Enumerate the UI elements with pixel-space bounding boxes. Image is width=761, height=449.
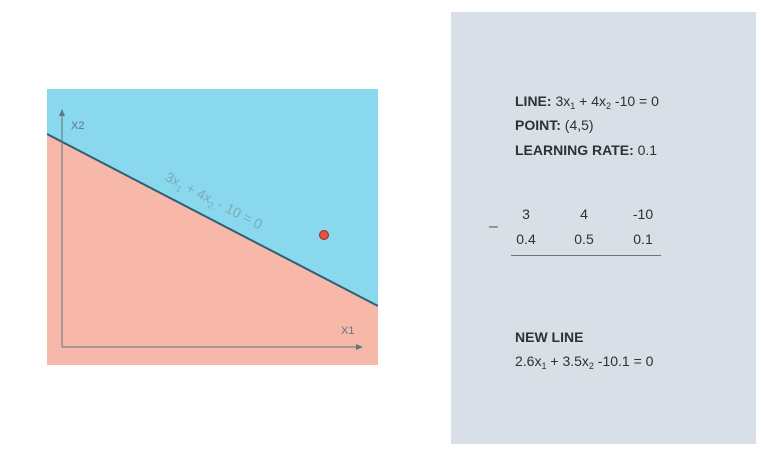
update-cell: 0.5: [574, 231, 594, 247]
x-axis-arrow: [356, 344, 363, 350]
point-row: POINT: (4,5): [515, 117, 594, 133]
coef-cell: 3: [522, 206, 530, 222]
new-line-title: NEW LINE: [515, 329, 584, 345]
learning-rate-row: LEARNING RATE: 0.1: [515, 142, 658, 158]
info-panel: LINE: 3x1 + 4x2 -10 = 0 POINT: (4,5) LEA…: [451, 12, 756, 444]
update-cell: 0.1: [633, 231, 653, 247]
coef-cell: -10: [632, 206, 654, 222]
point-marker: [319, 230, 329, 240]
coef-cell: 4: [580, 206, 588, 222]
boundary-line: [47, 133, 378, 307]
y-axis-label: X2: [71, 120, 84, 132]
update-cell: 0.4: [516, 231, 536, 247]
line-row: LINE: 3x1 + 4x2 -10 = 0: [515, 93, 659, 111]
subtraction-rule: [511, 255, 661, 256]
new-line-equation: 2.6x1 + 3.5x2 -10.1 = 0: [515, 353, 654, 371]
region-below-line: [47, 134, 378, 365]
minus-sign: –: [489, 218, 498, 235]
y-axis-arrow: [59, 109, 65, 116]
x-axis-label: X1: [341, 325, 354, 337]
classification-plot: X2 X1 3x1 + 4x2 - 10 = 0: [47, 89, 378, 365]
